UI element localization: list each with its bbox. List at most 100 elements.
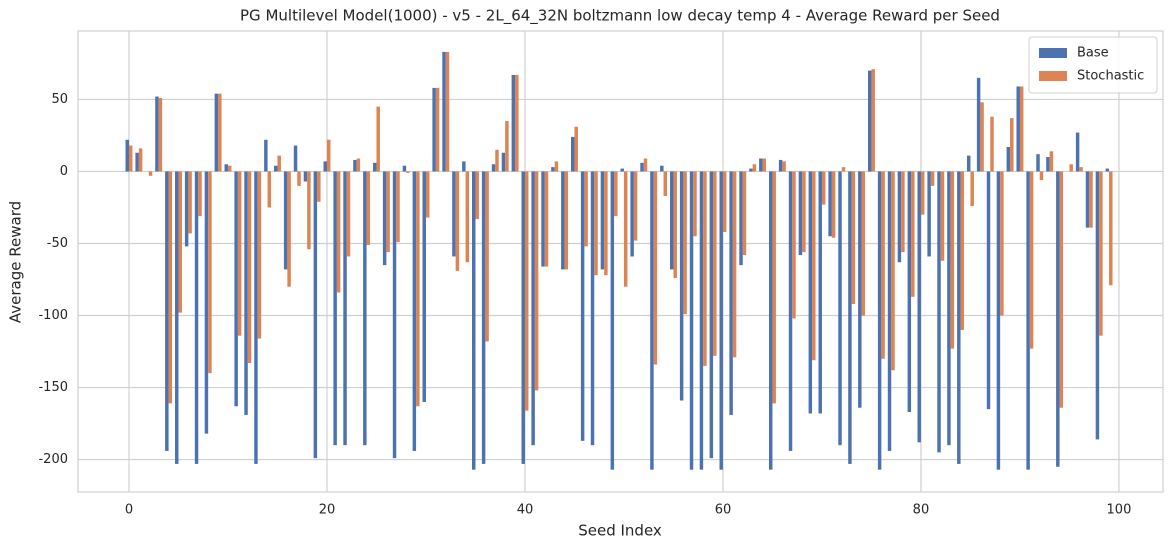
- bar: [940, 171, 945, 261]
- bar: [363, 171, 367, 446]
- bar: [574, 126, 578, 172]
- bar: [208, 171, 212, 374]
- bar: [653, 171, 658, 365]
- bar: [491, 164, 496, 172]
- bar: [861, 171, 866, 316]
- bar: [788, 171, 793, 451]
- y-tick-label: -150: [38, 380, 68, 395]
- bar: [1056, 171, 1060, 467]
- bar: [580, 171, 585, 441]
- bar: [891, 171, 895, 371]
- bar: [353, 159, 357, 172]
- bar: [564, 171, 569, 270]
- bar: [683, 171, 687, 315]
- bar: [416, 171, 420, 407]
- bar: [709, 171, 714, 459]
- bar: [614, 171, 618, 217]
- bar: [927, 171, 931, 257]
- bar: [877, 171, 882, 470]
- bar: [996, 171, 1001, 470]
- bar: [406, 171, 410, 173]
- bar: [1019, 86, 1024, 172]
- bar: [722, 171, 727, 232]
- bar: [643, 158, 648, 172]
- bar: [1010, 118, 1014, 172]
- bar: [571, 136, 575, 172]
- bar: [376, 106, 380, 172]
- bar: [848, 171, 852, 464]
- bar: [412, 171, 417, 451]
- bar: [326, 139, 331, 172]
- bar: [462, 161, 466, 172]
- bar: [333, 171, 337, 446]
- bar: [485, 171, 489, 342]
- y-tick-label: 50: [51, 92, 68, 107]
- legend-label: Base: [1077, 46, 1109, 61]
- bar: [594, 171, 598, 276]
- bar: [732, 171, 737, 358]
- bar: [1089, 171, 1093, 228]
- bar: [990, 116, 994, 172]
- bar: [554, 161, 559, 172]
- bar: [283, 171, 288, 270]
- bar: [1029, 171, 1034, 349]
- bar: [188, 171, 192, 234]
- legend: Base Stochastic: [1028, 36, 1158, 94]
- bar: [178, 171, 182, 313]
- bar: [501, 152, 506, 172]
- bar: [521, 171, 525, 464]
- bar: [713, 171, 717, 356]
- plot-frame: [77, 30, 1164, 493]
- bar: [966, 155, 971, 172]
- bar: [911, 171, 915, 297]
- bar: [917, 171, 921, 443]
- bar: [244, 171, 248, 415]
- bar: [650, 171, 654, 470]
- bar: [313, 171, 318, 459]
- legend-swatch: [1039, 71, 1067, 81]
- bar: [452, 171, 456, 257]
- bar: [293, 145, 298, 172]
- bar: [828, 171, 832, 237]
- bar: [673, 171, 677, 279]
- bar: [234, 171, 238, 407]
- bar: [920, 171, 925, 215]
- bar: [531, 171, 535, 446]
- bar: [739, 171, 743, 266]
- bar: [663, 171, 668, 196]
- legend-label: Stochastic: [1077, 69, 1144, 84]
- bar: [792, 171, 796, 319]
- bar: [138, 148, 143, 172]
- bar: [1036, 154, 1040, 172]
- bar: [475, 171, 479, 220]
- bar: [561, 171, 565, 270]
- bar: [937, 171, 941, 453]
- bar: [544, 171, 549, 267]
- bar: [511, 74, 516, 172]
- bar: [392, 171, 397, 459]
- bar: [1109, 171, 1113, 286]
- bar: [346, 171, 351, 257]
- bar: [184, 171, 189, 247]
- bar: [465, 171, 470, 263]
- bar: [980, 102, 984, 172]
- bar: [386, 171, 390, 253]
- bar: [1000, 171, 1004, 316]
- bar: [425, 171, 430, 218]
- bar: [1046, 157, 1050, 172]
- bar: [950, 171, 955, 349]
- bar: [699, 171, 704, 470]
- bar: [247, 171, 252, 364]
- bar: [858, 171, 862, 408]
- bar: [1049, 151, 1054, 172]
- bar: [204, 171, 209, 434]
- bar: [303, 171, 308, 182]
- bar: [729, 171, 733, 415]
- bar: [373, 162, 377, 172]
- bar: [422, 171, 426, 402]
- bar: [1039, 171, 1044, 181]
- bar: [782, 161, 786, 172]
- bar: [257, 171, 262, 339]
- legend-swatch: [1039, 48, 1067, 58]
- bar: [366, 171, 371, 245]
